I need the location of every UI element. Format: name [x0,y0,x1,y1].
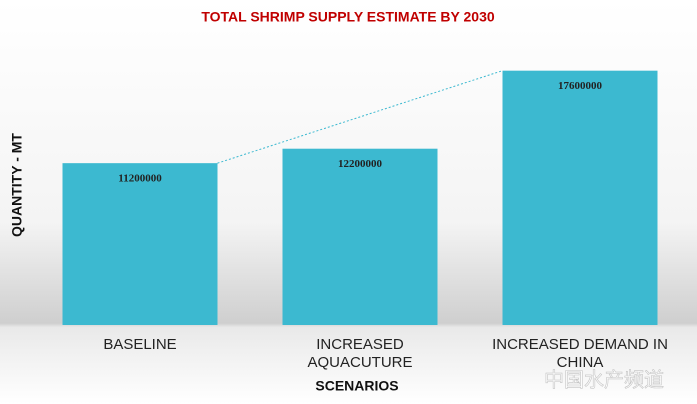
bar [502,70,658,326]
watermark: 中国水产频道 [544,368,664,391]
bar [282,148,438,325]
x-tick-label: INCREASED DEMAND IN CHINA [492,336,668,371]
value-label: 11200000 [118,173,162,185]
y-axis-title: QUANTITY - MT [9,133,25,237]
x-tick-label: INCREASED AQUACUTURE [307,336,413,371]
chart-title: TOTAL SHRIMP SUPPLY ESTIMATE BY 2030 [201,9,495,25]
trend-line [217,70,503,164]
bar [62,163,218,325]
x-axis-title: SCENARIOS [315,378,398,394]
value-label: 12200000 [338,158,383,170]
value-label: 17600000 [558,80,603,92]
x-tick-label: BASELINE [103,336,177,353]
